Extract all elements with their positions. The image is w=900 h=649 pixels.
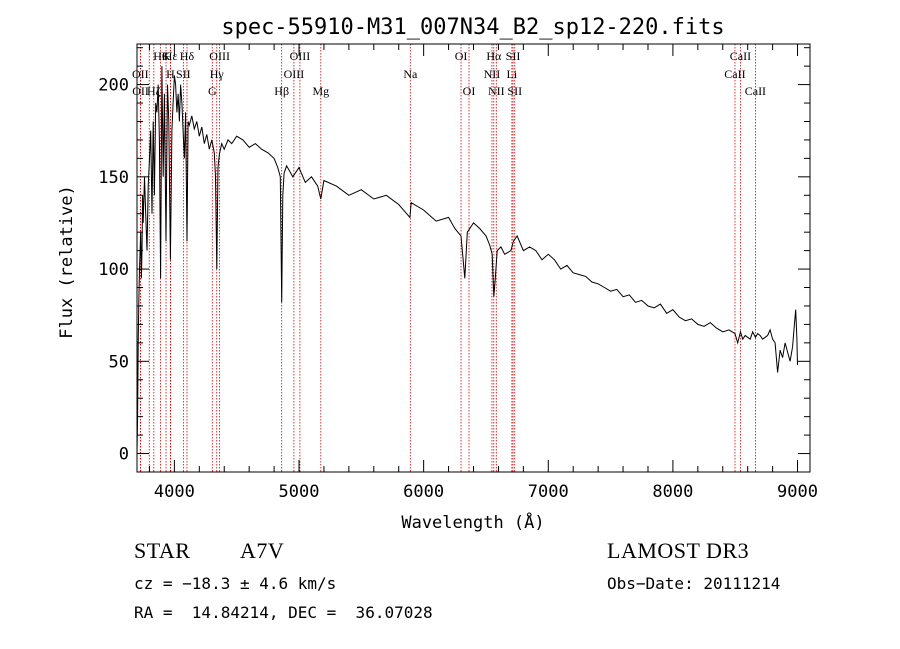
- line-id-label: Hγ: [210, 67, 225, 81]
- x-tick-label: 5000: [279, 482, 320, 502]
- line-id-label: CaII: [724, 67, 745, 81]
- x-tick-label: 4000: [154, 482, 195, 502]
- y-axis-ticks: 0 50 100 150 200: [98, 47, 810, 465]
- y-tick-label: 200: [98, 76, 129, 96]
- line-id-label: OII: [132, 67, 149, 81]
- line-id-label: SII: [507, 84, 522, 98]
- line-id-label: OII: [132, 84, 149, 98]
- y-tick-label: 100: [98, 260, 129, 280]
- y-tick-label: 50: [109, 352, 129, 372]
- line-id-label: Na: [403, 67, 418, 81]
- line-id-label: OIII: [290, 49, 311, 63]
- coordinates: RA = 14.84214, DEC = 36.07028: [134, 603, 433, 622]
- plot-frame: [136, 43, 811, 473]
- x-axis-ticks: 4000 5000 6000 7000 8000 9000: [148, 44, 818, 502]
- x-tick-label: 6000: [403, 482, 444, 502]
- line-id-label: G: [208, 84, 217, 98]
- spectral-subclass: A7V: [240, 538, 285, 563]
- line-id-label: CaII: [745, 84, 766, 98]
- line-id-label: NII: [488, 84, 505, 98]
- line-id-label: K: [162, 49, 171, 63]
- line-id-label: SII: [506, 49, 521, 63]
- x-axis-label: Wavelength (Å): [401, 511, 544, 533]
- chart-title: spec-55910-M31_007N34_B2_sp12-220.fits: [221, 15, 724, 40]
- line-id-label: NII: [484, 67, 501, 81]
- y-tick-label: 150: [98, 168, 129, 188]
- line-id-label: Hα: [486, 49, 502, 63]
- line-id-label: OI: [455, 49, 468, 63]
- line-id-label: SII: [176, 67, 191, 81]
- survey-name: LAMOST DR3: [607, 538, 750, 563]
- spectrum-line: [136, 66, 798, 454]
- x-tick-label: 8000: [652, 482, 693, 502]
- y-tick-label: 0: [119, 445, 129, 465]
- line-id-label: Hβ: [274, 84, 289, 98]
- line-id-label: OI: [463, 84, 476, 98]
- line-id-label: CaII: [730, 49, 751, 63]
- line-id-label: Mg: [312, 84, 329, 98]
- object-class: STAR: [134, 538, 191, 563]
- observation-date: Obs−Date: 20111214: [607, 574, 781, 593]
- line-id-label: H6: [153, 49, 168, 63]
- y-axis-label: Flux (relative): [57, 185, 77, 339]
- redshift-cz: cz = −18.3 ± 4.6 km/s: [134, 574, 337, 593]
- line-id-label: OIII: [284, 67, 305, 81]
- x-tick-label: 7000: [528, 482, 569, 502]
- line-markers: [139, 44, 756, 472]
- x-tick-label: 9000: [777, 482, 818, 502]
- line-id-label: H: [166, 67, 175, 81]
- line-id-label: OIII: [209, 49, 230, 63]
- line-id-label: Hδ: [180, 49, 195, 63]
- line-id-label: Li: [507, 67, 518, 81]
